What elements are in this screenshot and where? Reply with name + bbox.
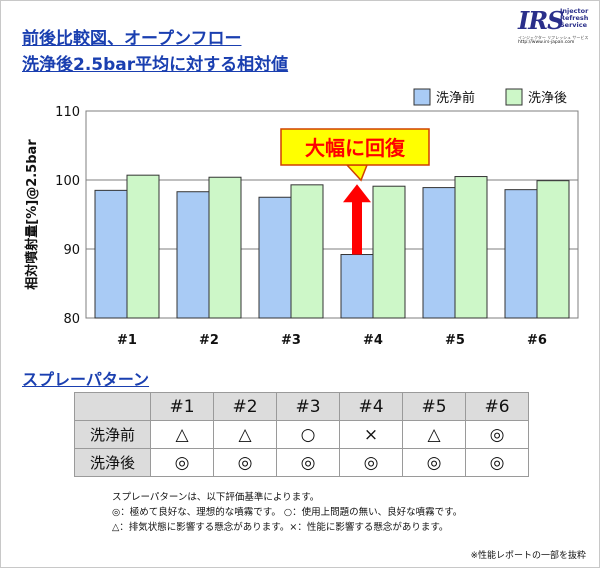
recovery-arrow-head: [343, 184, 371, 203]
x-tick-label: #4: [363, 333, 383, 348]
spray-col-header: #3: [276, 392, 340, 421]
x-tick-label: #2: [199, 333, 219, 348]
bar: [290, 184, 324, 319]
bar: [422, 187, 456, 319]
spray-section-title: スプレーパターン: [22, 370, 150, 389]
spray-cell: △: [402, 420, 466, 449]
bar: [208, 176, 242, 319]
irs-logo: IRS Injector Refresh Service インジェクター リフレ…: [518, 6, 596, 48]
legend-swatch: [505, 88, 523, 106]
spray-cell: ◎: [276, 448, 340, 477]
logo-line-1: Injector: [560, 7, 589, 15]
x-tick-label: #6: [527, 333, 547, 348]
y-tick-label: 90: [63, 243, 80, 258]
bar-chart: 80 90 100 110 #1 #2 #3 #4 #5 #6 相対噴射量[%]@2.5bar 洗浄前…: [24, 88, 579, 348]
spray-col-header: #4: [339, 392, 403, 421]
spray-row-after: 洗浄後 ◎ ◎ ◎ ◎ ◎ ◎: [74, 448, 529, 477]
y-tick-label: 80: [63, 312, 80, 327]
logo-line-2: Refresh: [560, 14, 589, 22]
recovery-arrow-shaft: [352, 200, 362, 255]
logo-url: http://www.irs-japan.com: [518, 40, 575, 45]
footnote: ※性能レポートの一部を抜粋: [470, 551, 586, 561]
evaluation-notes: スプレーパターンは、以下評価基準によります。 ◎：極めて良好な、理想的な噴霧です…: [112, 490, 462, 535]
note-line: ◎：極めて良好な、理想的な噴霧です。 ○：使用上問題の無い、良好な噴霧です。: [112, 507, 463, 518]
x-tick-label: #1: [117, 333, 137, 348]
spray-cell: ◎: [339, 448, 403, 477]
bar: [504, 189, 538, 319]
spray-table-corner: [74, 392, 151, 421]
spray-col-header: #1: [150, 392, 214, 421]
spray-cell: ◎: [465, 448, 529, 477]
logo-mark: IRS: [518, 6, 565, 35]
callout-box: [280, 128, 430, 166]
spray-cell: ◎: [150, 448, 214, 477]
bar: [126, 174, 160, 319]
spray-cell: ◎: [402, 448, 466, 477]
note-line: スプレーパターンは、以下評価基準によります。: [112, 492, 320, 503]
spray-table-header-row: #1 #2 #3 #4 #5 #6: [74, 392, 529, 421]
bar: [176, 191, 210, 319]
bar: [258, 196, 292, 319]
spray-col-header: #6: [465, 392, 529, 421]
logo-line-3: Service: [560, 21, 588, 29]
spray-row-before: 洗浄前 △ △ ○ × △ ◎: [74, 420, 529, 449]
page-title: 前後比較図、オープンフロー: [22, 29, 242, 49]
y-tick-label: 110: [55, 105, 80, 120]
spray-cell: ○: [276, 420, 340, 449]
note-line: △：排気状態に影響する懸念があります。×：性能に影響する懸念があります。: [112, 522, 449, 533]
spray-col-header: #5: [402, 392, 466, 421]
spray-cell: ×: [339, 420, 403, 449]
y-axis-label: 相対噴射量[%]@2.5bar: [24, 139, 40, 290]
bar: [536, 180, 570, 319]
y-tick-label: 100: [55, 174, 80, 189]
legend-label: 洗浄後: [528, 91, 567, 106]
bar: [454, 176, 488, 319]
logo-wordmark: Injector Refresh Service: [560, 8, 596, 29]
legend-swatch: [413, 88, 431, 106]
spray-cell: ◎: [213, 448, 277, 477]
callout-text: 大幅に回復: [305, 136, 406, 160]
bar: [372, 185, 406, 319]
x-tick-label: #3: [281, 333, 301, 348]
spray-pattern-table: #1 #2 #3 #4 #5 #6 洗浄前 △ △ ○ × △ ◎ 洗浄後 ◎ …: [74, 392, 529, 477]
x-tick-label: #5: [445, 333, 465, 348]
page-subtitle: 洗浄後2.5bar平均に対する相対値: [22, 55, 289, 75]
bar: [94, 189, 128, 319]
spray-cell: △: [213, 420, 277, 449]
legend-label: 洗浄前: [436, 90, 475, 106]
spray-cell: ◎: [465, 420, 529, 449]
spray-row-label: 洗浄前: [74, 420, 151, 449]
logo-tagline: インジェクター リフレッシュ サービス: [518, 35, 589, 40]
spray-row-label: 洗浄後: [74, 448, 151, 477]
bar: [340, 254, 374, 319]
spray-cell: △: [150, 420, 214, 449]
spray-col-header: #2: [213, 392, 277, 421]
